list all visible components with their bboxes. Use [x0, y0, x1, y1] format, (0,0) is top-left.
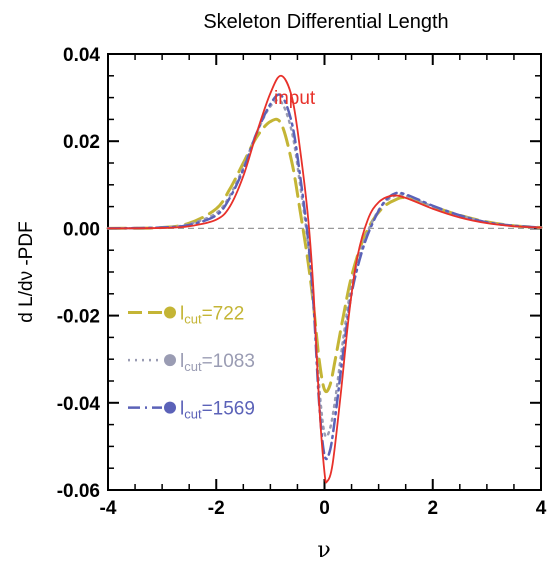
legend-marker: [164, 306, 176, 319]
series-line-l-cut-1083: [106, 98, 543, 438]
axis-ticks: [107, 53, 542, 491]
legend-label: lcut=1083: [180, 351, 255, 374]
tick-labels: -4 -2 0 2 4 -0.06 -0.04 -0.02 0.00 0.02 0.04: [57, 45, 547, 519]
y-tick-label: -0.06: [57, 481, 100, 502]
legend-marker: [164, 401, 176, 414]
x-tick-label: -4: [100, 498, 117, 519]
series-lines: [106, 74, 543, 484]
y-axis-label: d L/dν -PDF: [16, 221, 37, 322]
x-tick-label: 2: [427, 498, 438, 519]
legend-marker: [164, 354, 176, 367]
input-annotation: input: [274, 88, 316, 109]
legend-item-722: lcut=722: [128, 304, 244, 327]
series-line-l-cut-722: [106, 117, 543, 394]
series-line-input: [107, 74, 542, 484]
y-tick-label: -0.02: [57, 307, 100, 328]
y-tick-label: 0.00: [63, 219, 100, 240]
x-tick-label: 0: [319, 498, 330, 519]
plot-frame: [107, 53, 542, 491]
x-tick-label: -2: [208, 498, 225, 519]
legend-item-1083: lcut=1083: [128, 351, 255, 374]
y-tick-label: -0.04: [57, 394, 101, 415]
x-tick-label: 4: [536, 498, 547, 519]
y-tick-label: 0.04: [63, 45, 100, 66]
y-tick-label: 0.02: [63, 132, 100, 153]
series-line-l-cut-1569: [106, 93, 543, 461]
legend: lcut=722 lcut=1083 lcut=1569: [128, 304, 255, 422]
legend-label: lcut=1569: [180, 399, 255, 422]
legend-item-1569: lcut=1569: [128, 399, 255, 422]
legend-label: lcut=722: [180, 304, 244, 327]
chart-title: Skeleton Differential Length: [203, 11, 448, 33]
x-axis-label: ν: [317, 538, 330, 563]
